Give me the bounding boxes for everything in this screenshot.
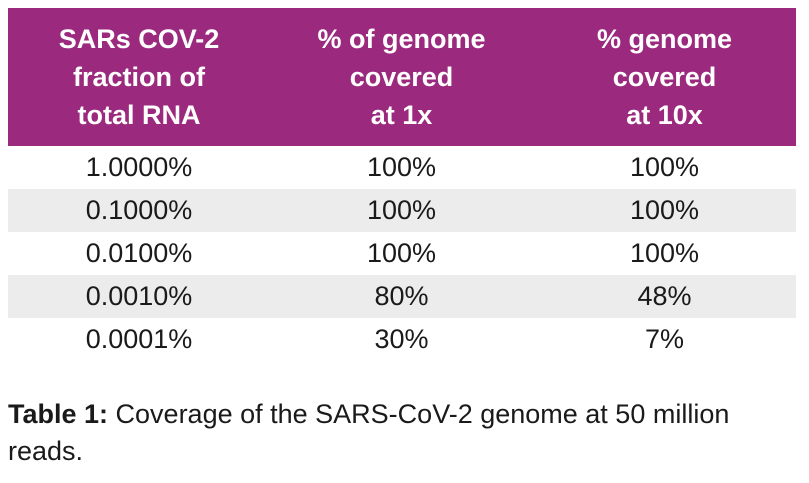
- cell-fraction: 0.0010%: [8, 275, 270, 318]
- header-line: total RNA: [77, 100, 201, 130]
- cell-coverage-1x: 80%: [270, 275, 533, 318]
- table-row: 0.1000% 100% 100%: [8, 189, 796, 232]
- cell-fraction: 1.0000%: [85, 152, 193, 182]
- table-row: 0.0100% 100% 100%: [8, 232, 796, 275]
- cell-fraction: 0.0100%: [85, 238, 193, 268]
- cell-coverage-10x: 100%: [629, 238, 700, 268]
- header-line: SARs COV-2: [58, 24, 220, 54]
- header-genome-covered-10x: % genome covered at 10x: [533, 8, 796, 146]
- table-row: 0.0001% 30% 7%: [8, 318, 796, 361]
- table-row: 0.0010% 80% 48%: [8, 275, 796, 318]
- coverage-table-container: SARs COV-2 fraction of total RNA % of ge…: [8, 8, 796, 361]
- cell-coverage-1x: 100%: [366, 238, 437, 268]
- cell-coverage-1x: 100%: [366, 152, 437, 182]
- header-fraction-of-total-rna: SARs COV-2 fraction of total RNA: [8, 8, 270, 146]
- header-line: fraction of: [73, 62, 205, 92]
- header-line: % genome: [596, 24, 733, 54]
- header-line: covered: [349, 62, 454, 92]
- caption-label: Table 1:: [8, 399, 109, 429]
- coverage-table: SARs COV-2 fraction of total RNA % of ge…: [8, 8, 796, 361]
- table-row: 1.0000% 100% 100%: [8, 146, 796, 189]
- cell-fraction: 0.0001%: [85, 324, 193, 354]
- cell-fraction: 0.1000%: [8, 189, 270, 232]
- cell-coverage-10x: 7%: [644, 324, 685, 354]
- header-row: SARs COV-2 fraction of total RNA % of ge…: [8, 8, 796, 146]
- header-line: covered: [612, 62, 717, 92]
- header-line: at 10x: [626, 100, 703, 130]
- cell-coverage-10x: 48%: [533, 275, 796, 318]
- cell-coverage-10x: 100%: [533, 189, 796, 232]
- table-caption: Table 1: Coverage of the SARS-CoV-2 geno…: [8, 396, 798, 470]
- caption-text: Coverage of the SARS-CoV-2 genome at 50 …: [8, 399, 730, 466]
- header-line: at 1x: [370, 100, 433, 130]
- cell-coverage-1x: 30%: [374, 324, 429, 354]
- table-body: 1.0000% 100% 100% 0.1000% 100% 100% 0.01…: [8, 146, 796, 361]
- header-genome-covered-1x: % of genome covered at 1x: [270, 8, 533, 146]
- header-line: % of genome: [317, 24, 486, 54]
- table-header: SARs COV-2 fraction of total RNA % of ge…: [8, 8, 796, 146]
- cell-coverage-1x: 100%: [270, 189, 533, 232]
- cell-coverage-10x: 100%: [629, 152, 700, 182]
